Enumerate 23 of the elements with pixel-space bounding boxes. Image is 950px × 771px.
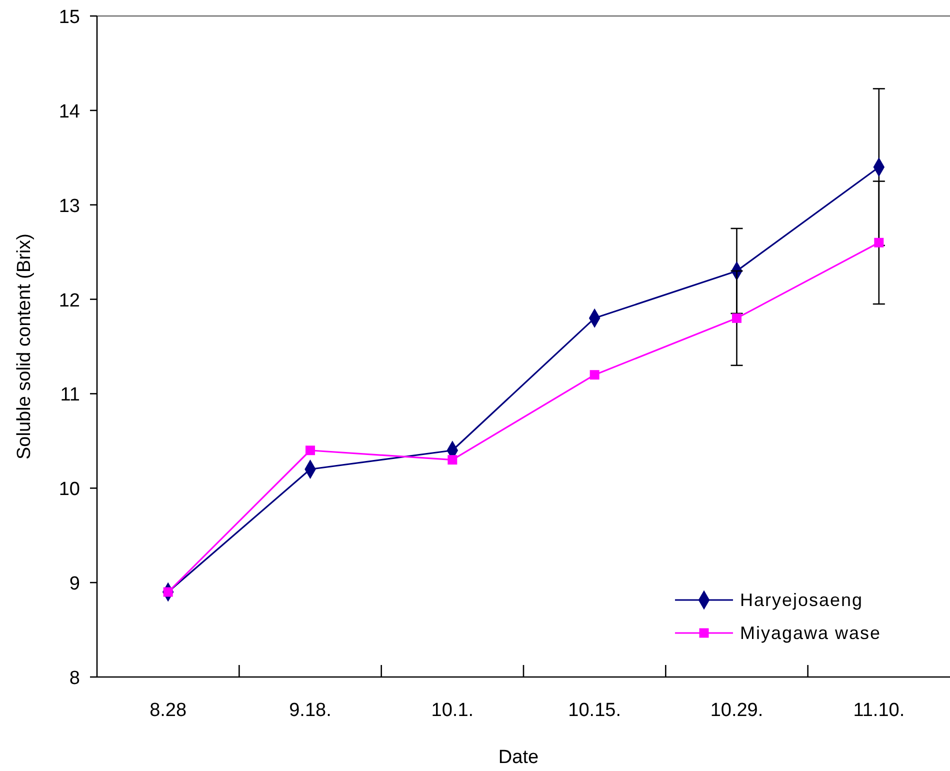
- point: [874, 238, 884, 248]
- x-tick-label: 8.28: [150, 700, 187, 721]
- y-tick-label: 12: [58, 290, 80, 312]
- point: [448, 455, 458, 465]
- legend-label: Haryejosaeng: [740, 590, 864, 610]
- point: [732, 313, 742, 323]
- y-tick-label: 13: [58, 196, 80, 217]
- y-tick-label: 10: [58, 479, 80, 500]
- x-tick-label: 10.29.: [710, 700, 764, 721]
- y-tick-label: 11: [60, 384, 80, 406]
- y-tick-label: 8: [69, 668, 80, 689]
- y-axis-title: Soluble solid content (Brix): [14, 234, 35, 460]
- x-tick-label: 10.15.: [568, 700, 621, 721]
- point: [306, 446, 315, 456]
- x-axis-title: Date: [498, 747, 539, 768]
- y-tick-label: 9: [69, 574, 80, 595]
- y-tick-label: 14: [58, 101, 80, 122]
- x-tick-label: 9.18.: [289, 700, 332, 721]
- legend-label: Miyagawa wase: [740, 623, 882, 643]
- y-tick-label: 15: [58, 7, 80, 28]
- x-tick-label: 10.1.: [431, 700, 474, 721]
- point: [590, 370, 600, 380]
- x-tick-label: 11.10.: [853, 700, 905, 721]
